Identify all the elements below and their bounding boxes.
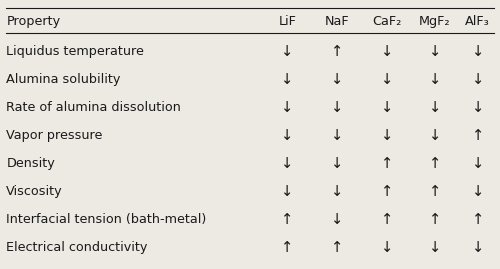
- Text: ↓: ↓: [380, 240, 393, 255]
- Text: ↓: ↓: [429, 240, 441, 255]
- Text: ↓: ↓: [429, 44, 441, 59]
- Text: ↓: ↓: [281, 156, 293, 171]
- Text: ↓: ↓: [281, 44, 293, 59]
- Text: ↓: ↓: [281, 72, 293, 87]
- Text: ↓: ↓: [331, 184, 343, 199]
- Text: ↓: ↓: [472, 100, 484, 115]
- Text: ↓: ↓: [380, 128, 393, 143]
- Text: MgF₂: MgF₂: [419, 15, 451, 28]
- Text: ↓: ↓: [472, 156, 484, 171]
- Text: Density: Density: [6, 157, 55, 170]
- Text: ↑: ↑: [472, 128, 484, 143]
- Text: ↓: ↓: [331, 212, 343, 227]
- Text: NaF: NaF: [324, 15, 349, 28]
- Text: Viscosity: Viscosity: [6, 185, 63, 198]
- Text: ↓: ↓: [429, 100, 441, 115]
- Text: ↓: ↓: [472, 44, 484, 59]
- Text: ↑: ↑: [429, 184, 441, 199]
- Text: ↓: ↓: [380, 44, 393, 59]
- Text: ↑: ↑: [380, 212, 393, 227]
- Text: ↓: ↓: [472, 72, 484, 87]
- Text: ↓: ↓: [331, 100, 343, 115]
- Text: ↑: ↑: [429, 212, 441, 227]
- Text: ↑: ↑: [281, 212, 293, 227]
- Text: ↓: ↓: [281, 184, 293, 199]
- Text: ↓: ↓: [380, 72, 393, 87]
- Text: ↑: ↑: [380, 156, 393, 171]
- Text: Electrical conductivity: Electrical conductivity: [6, 241, 148, 254]
- Text: ↓: ↓: [429, 72, 441, 87]
- Text: ↓: ↓: [281, 128, 293, 143]
- Text: Rate of alumina dissolution: Rate of alumina dissolution: [6, 101, 181, 114]
- Text: ↓: ↓: [331, 156, 343, 171]
- Text: ↓: ↓: [429, 128, 441, 143]
- Text: Alumina solubility: Alumina solubility: [6, 73, 120, 86]
- Text: Property: Property: [6, 15, 60, 28]
- Text: ↓: ↓: [472, 240, 484, 255]
- Text: Liquidus temperature: Liquidus temperature: [6, 45, 144, 58]
- Text: ↑: ↑: [331, 44, 343, 59]
- Text: ↓: ↓: [281, 100, 293, 115]
- Text: ↑: ↑: [331, 240, 343, 255]
- Text: Interfacial tension (bath-metal): Interfacial tension (bath-metal): [6, 213, 206, 226]
- Text: ↓: ↓: [331, 72, 343, 87]
- Text: ↑: ↑: [472, 212, 484, 227]
- Text: ↓: ↓: [472, 184, 484, 199]
- Text: Vapor pressure: Vapor pressure: [6, 129, 102, 142]
- Text: ↑: ↑: [380, 184, 393, 199]
- Text: ↓: ↓: [380, 100, 393, 115]
- Text: ↑: ↑: [429, 156, 441, 171]
- Text: LiF: LiF: [278, 15, 296, 28]
- Text: ↓: ↓: [331, 128, 343, 143]
- Text: ↑: ↑: [281, 240, 293, 255]
- Text: CaF₂: CaF₂: [372, 15, 402, 28]
- Text: AlF₃: AlF₃: [466, 15, 490, 28]
